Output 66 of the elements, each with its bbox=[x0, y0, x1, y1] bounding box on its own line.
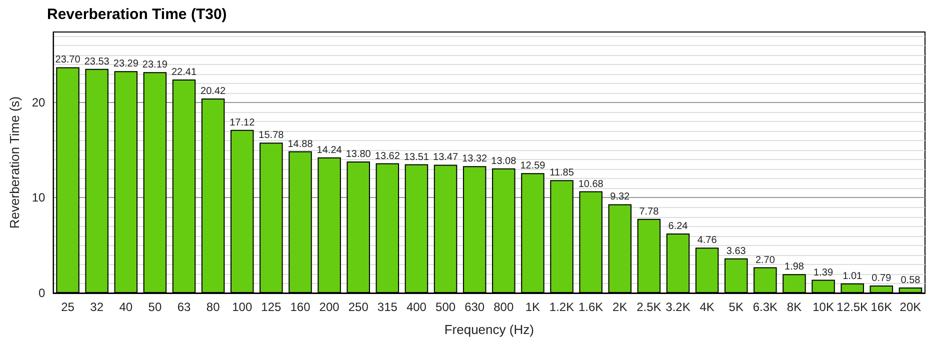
data-label: 1.39 bbox=[814, 267, 834, 278]
data-label: 20.42 bbox=[200, 86, 226, 97]
data-label: 7.78 bbox=[639, 206, 660, 218]
data-label: 10.68 bbox=[578, 178, 604, 190]
data-label: 14.88 bbox=[288, 138, 314, 150]
data-label: 13.80 bbox=[346, 149, 372, 160]
x-tick-label: 1K bbox=[525, 300, 540, 314]
x-tick-label: 315 bbox=[377, 300, 398, 314]
x-tick-label: 2K bbox=[612, 300, 628, 314]
x-tick-label: 50 bbox=[148, 300, 162, 314]
x-tick-label: 1.6K bbox=[578, 300, 604, 314]
data-label: 22.41 bbox=[171, 67, 197, 78]
data-label: 13.08 bbox=[491, 156, 517, 167]
x-tick-label: 800 bbox=[494, 300, 514, 314]
data-label: 9.32 bbox=[610, 192, 630, 203]
data-label: 11.85 bbox=[550, 168, 574, 179]
x-tick-label: 63 bbox=[177, 300, 192, 314]
data-label: 23.70 bbox=[55, 54, 81, 66]
data-label: 13.47 bbox=[433, 152, 458, 164]
x-tick-label: 500 bbox=[436, 300, 456, 314]
x-tick-label: 5K bbox=[728, 300, 744, 314]
x-tick-label: 125 bbox=[261, 300, 282, 314]
chart-title: Reverberation Time (T30) bbox=[47, 6, 227, 23]
data-label: 13.32 bbox=[462, 154, 488, 165]
x-tick-label: 4K bbox=[700, 300, 714, 314]
data-label: 1.98 bbox=[784, 262, 804, 273]
x-tick-label: 80 bbox=[206, 300, 220, 314]
x-tick-label: 160 bbox=[290, 300, 311, 314]
data-label: 23.53 bbox=[84, 56, 110, 68]
y-tick-label: 0 bbox=[38, 286, 46, 300]
x-tick-label: 3.2K bbox=[666, 300, 690, 314]
x-axis-title: Frequency (Hz) bbox=[444, 322, 534, 337]
data-label: 3.63 bbox=[726, 246, 746, 257]
x-tick-label: 200 bbox=[319, 300, 340, 314]
data-label: 13.51 bbox=[404, 152, 430, 163]
data-label: 6.24 bbox=[668, 221, 688, 232]
data-label: 12.59 bbox=[520, 160, 546, 172]
x-tick-label: 16K bbox=[870, 300, 892, 314]
x-tick-label: 25 bbox=[61, 300, 75, 314]
data-label: 0.58 bbox=[900, 274, 921, 286]
x-tick-label: 2.5K bbox=[636, 300, 662, 314]
x-tick-label: 40 bbox=[119, 300, 133, 314]
x-tick-label: 10K bbox=[812, 300, 834, 314]
data-label: 23.29 bbox=[113, 58, 139, 70]
y-tick-label: 20 bbox=[32, 95, 46, 110]
data-label: 23.19 bbox=[142, 60, 168, 71]
data-label: 13.62 bbox=[374, 150, 400, 162]
x-tick-label: 8K bbox=[786, 300, 802, 314]
x-tick-label: 20K bbox=[900, 300, 922, 314]
x-tick-label: 250 bbox=[348, 300, 369, 314]
data-label: 14.24 bbox=[316, 144, 342, 156]
x-tick-label: 32 bbox=[90, 300, 104, 314]
x-tick-label: 400 bbox=[406, 300, 427, 314]
y-tick-label: 10 bbox=[32, 190, 46, 205]
x-tick-label: 1.2K bbox=[549, 300, 574, 314]
data-label: 17.12 bbox=[230, 117, 256, 128]
data-label: 15.78 bbox=[258, 130, 284, 142]
x-tick-label: 12.5K bbox=[836, 300, 868, 314]
x-tick-label: 100 bbox=[232, 300, 252, 314]
data-label: 2.70 bbox=[755, 254, 776, 266]
y-axis-title: Reverberation Time (s) bbox=[7, 96, 22, 229]
data-label: 1.01 bbox=[842, 270, 863, 282]
data-label: 4.76 bbox=[697, 235, 718, 246]
data-label: 0.79 bbox=[872, 272, 892, 284]
x-tick-label: 630 bbox=[464, 300, 485, 314]
x-tick-label: 6.3K bbox=[752, 300, 778, 314]
